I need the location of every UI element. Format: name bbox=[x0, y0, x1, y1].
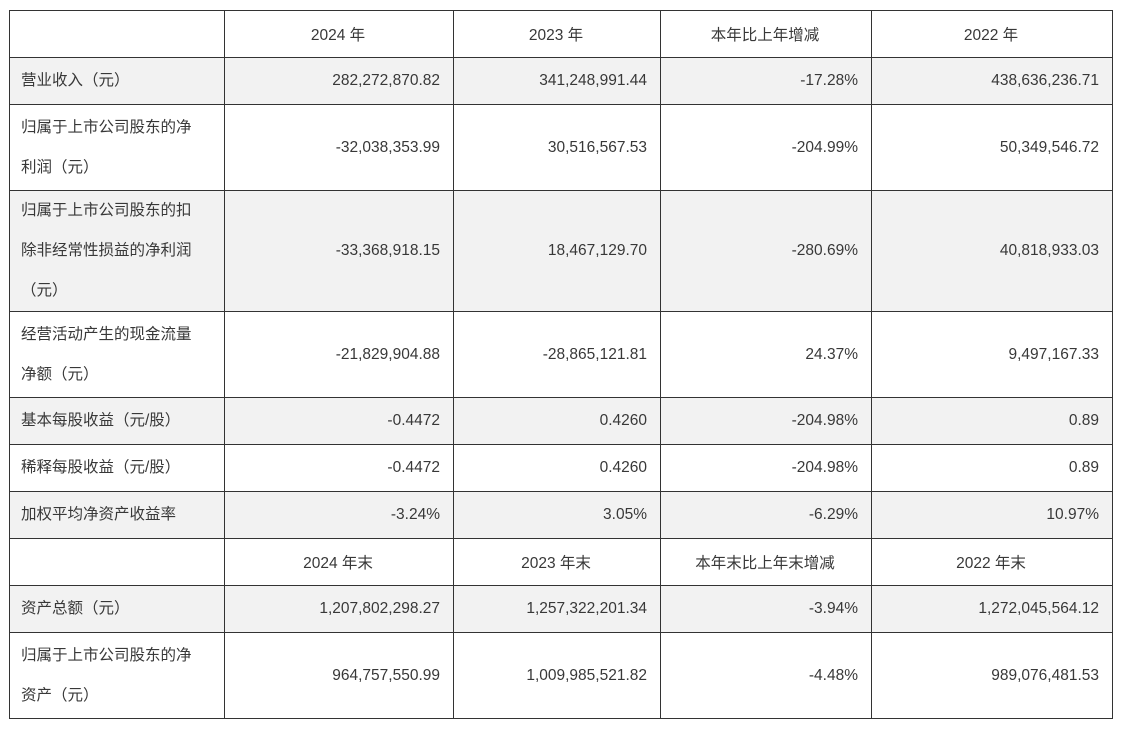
value-cell: 1,009,985,521.82 bbox=[453, 632, 661, 719]
value-cell: 341,248,991.44 bbox=[453, 57, 661, 105]
value-cell: -0.4472 bbox=[224, 397, 454, 445]
table-row: 加权平均净资产收益率 -3.24% 3.05% -6.29% 10.97% bbox=[9, 491, 1113, 539]
value-cell: 0.89 bbox=[871, 397, 1113, 445]
column-header-cell: 2022 年 bbox=[871, 10, 1113, 58]
table-header-row: 2024 年 2023 年本年比上年增减 2022 年 bbox=[9, 10, 1113, 58]
value-cell: 10.97% bbox=[871, 491, 1113, 539]
value-cell: -204.98% bbox=[660, 444, 872, 492]
value-cell: 1,207,802,298.27 bbox=[224, 585, 454, 633]
value-cell: 282,272,870.82 bbox=[224, 57, 454, 105]
row-label-cell: 营业收入（元） bbox=[9, 57, 225, 105]
value-cell: 0.89 bbox=[871, 444, 1113, 492]
column-header-cell: 2024 年 bbox=[224, 10, 454, 58]
value-cell: -33,368,918.15 bbox=[224, 190, 454, 312]
value-cell: -21,829,904.88 bbox=[224, 311, 454, 398]
value-cell: 0.4260 bbox=[453, 397, 661, 445]
value-cell: -28,865,121.81 bbox=[453, 311, 661, 398]
table-body: 2024 年 2023 年本年比上年增减 2022 年营业收入（元） 282,272,… bbox=[9, 10, 1113, 719]
value-cell: -4.48% bbox=[660, 632, 872, 719]
column-header-cell: 2024 年末 bbox=[224, 538, 454, 586]
value-cell: 40,818,933.03 bbox=[871, 190, 1113, 312]
table-row: 稀释每股收益（元/股） -0.4472 0.4260 -204.98% 0.89 bbox=[9, 444, 1113, 492]
value-cell: -204.99% bbox=[660, 104, 872, 191]
value-cell: 3.05% bbox=[453, 491, 661, 539]
table-row: 资产总额（元） 1,207,802,298.27 1,257,322,201.34-… bbox=[9, 585, 1113, 633]
row-label-cell: 归属于上市公司股东的净 资产（元） bbox=[9, 632, 225, 719]
row-label-cell: 加权平均净资产收益率 bbox=[9, 491, 225, 539]
value-cell: 1,257,322,201.34 bbox=[453, 585, 661, 633]
value-cell: 9,497,167.33 bbox=[871, 311, 1113, 398]
column-header-cell: 2023 年 bbox=[453, 10, 661, 58]
table-row: 归属于上市公司股东的净 利润（元） -32,038,353.99 30,516,56… bbox=[9, 104, 1113, 191]
row-label-cell: 归属于上市公司股东的净 利润（元） bbox=[9, 104, 225, 191]
financial-table-container: 2024 年 2023 年本年比上年增减 2022 年营业收入（元） 282,272,… bbox=[9, 10, 1113, 719]
value-cell: -17.28% bbox=[660, 57, 872, 105]
value-cell: -204.98% bbox=[660, 397, 872, 445]
value-cell: 50,349,546.72 bbox=[871, 104, 1113, 191]
value-cell: -6.29% bbox=[660, 491, 872, 539]
row-label-cell: 归属于上市公司股东的扣 除非经常性损益的净利润 （元） bbox=[9, 190, 225, 312]
table-row: 归属于上市公司股东的扣 除非经常性损益的净利润 （元） -33,368,918.1… bbox=[9, 190, 1113, 312]
value-cell: 24.37% bbox=[660, 311, 872, 398]
value-cell: 964,757,550.99 bbox=[224, 632, 454, 719]
row-label-cell: 基本每股收益（元/股） bbox=[9, 397, 225, 445]
column-header-cell: 本年末比上年末增减 bbox=[660, 538, 872, 586]
table-row: 营业收入（元） 282,272,870.82 341,248,991.44 -17.2… bbox=[9, 57, 1113, 105]
column-header-cell: 本年比上年增减 bbox=[660, 10, 872, 58]
value-cell: -32,038,353.99 bbox=[224, 104, 454, 191]
row-label-cell: 稀释每股收益（元/股） bbox=[9, 444, 225, 492]
value-cell: -3.94% bbox=[660, 585, 872, 633]
table-row: 经营活动产生的现金流量 净额（元） -21,829,904.88 -28,865,1… bbox=[9, 311, 1113, 398]
corner-header-cell bbox=[9, 538, 225, 586]
value-cell: -280.69% bbox=[660, 190, 872, 312]
table-header-row: 2024 年末 2023 年末 本年末比上年末增减 2022 年末 bbox=[9, 538, 1113, 586]
table-row: 基本每股收益（元/股） -0.4472 0.4260 -204.98% 0.89 bbox=[9, 397, 1113, 445]
column-header-cell: 2022 年末 bbox=[871, 538, 1113, 586]
value-cell: 0.4260 bbox=[453, 444, 661, 492]
row-label-cell: 资产总额（元） bbox=[9, 585, 225, 633]
financial-summary-table: 2024 年 2023 年本年比上年增减 2022 年营业收入（元） 282,272,… bbox=[9, 10, 1113, 719]
value-cell: -3.24% bbox=[224, 491, 454, 539]
table-row: 归属于上市公司股东的净 资产（元） 964,757,550.99 1,009,985… bbox=[9, 632, 1113, 719]
value-cell: -0.4472 bbox=[224, 444, 454, 492]
column-header-cell: 2023 年末 bbox=[453, 538, 661, 586]
value-cell: 438,636,236.71 bbox=[871, 57, 1113, 105]
value-cell: 30,516,567.53 bbox=[453, 104, 661, 191]
value-cell: 18,467,129.70 bbox=[453, 190, 661, 312]
value-cell: 1,272,045,564.12 bbox=[871, 585, 1113, 633]
corner-header-cell bbox=[9, 10, 225, 58]
row-label-cell: 经营活动产生的现金流量 净额（元） bbox=[9, 311, 225, 398]
value-cell: 989,076,481.53 bbox=[871, 632, 1113, 719]
